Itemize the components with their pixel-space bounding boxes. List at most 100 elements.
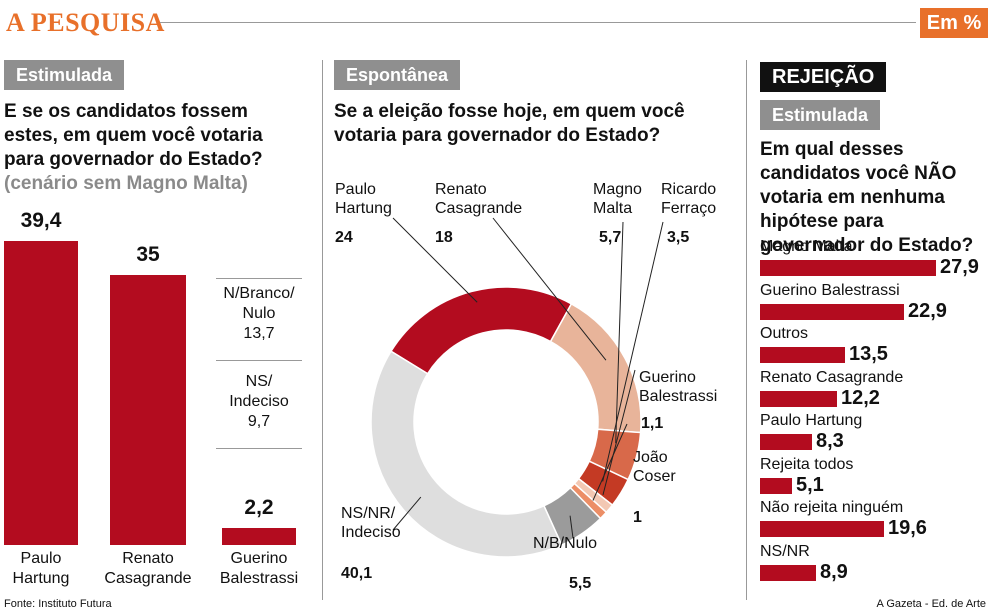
stimulated-note: (cenário sem Magno Malta) bbox=[4, 173, 248, 194]
rejection-bar bbox=[760, 564, 816, 581]
bar-category-label: Guerino Balestrassi bbox=[202, 549, 316, 589]
slice-name-label: João bbox=[633, 449, 668, 466]
rejection-bar bbox=[760, 390, 837, 407]
donut-slice-8 bbox=[370, 350, 563, 558]
source-note: Fonte: Instituto Futura bbox=[4, 598, 112, 610]
rejection-question: Em qual desses candidatos você NÃO votar… bbox=[760, 139, 974, 256]
leader-line bbox=[592, 423, 628, 501]
slice-value-label: 40,1 bbox=[341, 565, 372, 582]
slice-name-label: Magno bbox=[593, 181, 642, 198]
stimulated-bar-chart: 39,4 Paulo Hartung 35 Renato Casagrande 2,2 Gue… bbox=[0, 200, 322, 600]
bar-value-label: 39,4 bbox=[20, 209, 62, 232]
unit-badge: Em % bbox=[920, 8, 988, 38]
bar-category-label: Renato Casagrande bbox=[90, 549, 206, 589]
slice-name-label: Ferraço bbox=[661, 200, 716, 217]
bar-category-label: Paulo Hartung bbox=[0, 549, 98, 589]
side-rule bbox=[216, 448, 302, 449]
rejection-bar bbox=[760, 477, 792, 494]
credit-note: A Gazeta - Ed. de Arte bbox=[876, 598, 986, 610]
side-item: N/Branco/Nulo 13,7 bbox=[216, 284, 302, 344]
donut-slice-1 bbox=[389, 286, 573, 375]
side-item-line: Nulo bbox=[242, 305, 276, 322]
category-line: Casagrande bbox=[104, 570, 192, 587]
rejection-tag: REJEIÇÃO bbox=[760, 62, 887, 92]
side-item-line: Indeciso bbox=[229, 393, 289, 410]
rejection-bar bbox=[760, 434, 812, 450]
rejection-value-label: 8,3 bbox=[816, 430, 844, 452]
side-item-line: NS/ bbox=[245, 373, 273, 390]
category-line: Hartung bbox=[12, 570, 70, 587]
rejection-category-label: Rejeita todos bbox=[760, 455, 854, 473]
slice-name-label: Malta bbox=[593, 200, 632, 217]
bar-2 bbox=[110, 275, 186, 545]
leader-line bbox=[602, 369, 636, 496]
leader-line bbox=[392, 217, 478, 303]
leader-line bbox=[492, 217, 607, 361]
bar-3 bbox=[222, 528, 296, 545]
slice-name-label: NS/NR/ bbox=[341, 505, 396, 522]
slice-name-label: Hartung bbox=[335, 200, 392, 217]
leader-line bbox=[392, 496, 422, 531]
rejection-bar bbox=[760, 303, 904, 320]
side-item-value: 9,7 bbox=[247, 413, 271, 430]
rejection-category-label: Paulo Hartung bbox=[760, 412, 863, 429]
slice-value-label: 1 bbox=[633, 509, 642, 526]
divider-left bbox=[322, 60, 323, 600]
rejection-value-label: 22,9 bbox=[908, 299, 947, 322]
stimulated-tag: Estimulada bbox=[4, 60, 125, 90]
rejection-category-label: Não rejeita ninguém bbox=[760, 499, 904, 516]
donut-slice-2 bbox=[549, 302, 642, 434]
leader-line bbox=[602, 221, 664, 482]
slice-value-label: 5,5 bbox=[569, 575, 591, 592]
slice-name-label: Balestrassi bbox=[639, 388, 717, 405]
slice-name-label: Coser bbox=[633, 468, 676, 485]
leader-line bbox=[569, 515, 574, 539]
slice-name-label: Ricardo bbox=[661, 181, 716, 198]
rejection-category-label: Renato Casagrande bbox=[760, 368, 904, 386]
slice-value-label: 18 bbox=[435, 229, 453, 246]
rejection-category-label: Magno Malta bbox=[760, 238, 853, 255]
rejection-category-label: Guerino Balestrassi bbox=[760, 281, 900, 299]
side-rule bbox=[216, 360, 302, 361]
rejection-value-label: 13,5 bbox=[849, 343, 888, 365]
bar-value-label: 2,2 bbox=[244, 496, 274, 519]
bar-1 bbox=[4, 241, 78, 545]
side-item: NS/Indeciso 9,7 bbox=[216, 372, 302, 432]
rejection-value-label: 5,1 bbox=[796, 473, 824, 496]
stimulated-question: E se os candidatos fossem estes, em quem… bbox=[4, 100, 304, 196]
rejection-value-label: 27,9 bbox=[940, 256, 979, 278]
rejection-value-label: 19,6 bbox=[888, 517, 927, 539]
page-title: A PESQUISA bbox=[6, 8, 165, 37]
stimulated-question-text: E se os candidatos fossem estes, em quem… bbox=[4, 101, 263, 170]
bar-value-label: 35 bbox=[136, 243, 160, 266]
rejection-bar bbox=[760, 347, 845, 363]
spontaneous-tag: Espontânea bbox=[334, 60, 461, 90]
slice-value-label: 3,5 bbox=[667, 229, 689, 246]
slice-name-label: Guerino bbox=[639, 369, 696, 386]
rejection-value-label: 8,9 bbox=[820, 560, 848, 583]
slice-value-label: 1,1 bbox=[641, 415, 663, 432]
category-line: Guerino bbox=[230, 550, 288, 567]
side-item-value: 13,7 bbox=[243, 325, 275, 342]
rejection-category-label: NS/NR bbox=[760, 542, 810, 560]
divider-right bbox=[746, 60, 747, 600]
slice-name-label: Indeciso bbox=[341, 524, 401, 541]
side-rule bbox=[216, 278, 302, 279]
category-line: Balestrassi bbox=[219, 570, 299, 587]
rejection-bar bbox=[760, 521, 884, 537]
side-item-line: N/Branco/ bbox=[223, 285, 295, 302]
category-line: Paulo bbox=[20, 550, 62, 567]
slice-name-label: N/B/Nulo bbox=[533, 535, 597, 552]
spontaneous-donut-chart: Paulo Hartung 24 Renato Casagrande 18 Magno Mal… bbox=[335, 181, 717, 592]
rejection-bar-chart: Magno Malta 27,9 Guerino Balestrassi 22,9 Ou… bbox=[760, 238, 990, 588]
rejection-sub-tag: Estimulada bbox=[760, 100, 881, 130]
rejection-value-label: 12,2 bbox=[841, 386, 880, 409]
spontaneous-question: Se a eleição fosse hoje, em quem você vo… bbox=[334, 101, 685, 146]
rejection-category-label: Outros bbox=[760, 325, 809, 342]
leader-line bbox=[615, 221, 624, 444]
header-rule bbox=[160, 22, 916, 23]
rejection-bar bbox=[760, 260, 936, 276]
slice-name-label: Paulo bbox=[335, 181, 376, 198]
slice-value-label: 5,7 bbox=[599, 229, 621, 246]
slice-name-label: Renato bbox=[435, 181, 487, 198]
